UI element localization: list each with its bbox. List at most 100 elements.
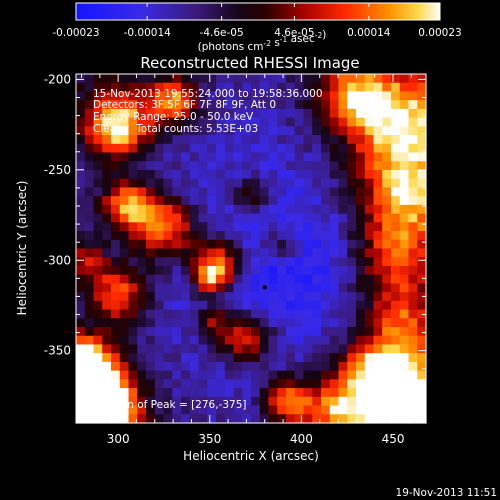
colorbar-tick-label: 0.00023 <box>418 27 461 39</box>
heatmap-cell <box>84 178 95 189</box>
heatmap-cell <box>128 396 138 407</box>
heatmap-cell <box>373 169 383 180</box>
heatmap-cell <box>312 309 322 319</box>
heatmap-cell <box>399 414 410 424</box>
heatmap-cell <box>408 248 418 258</box>
heatmap-cell <box>329 353 340 363</box>
heatmap-cell <box>382 396 392 407</box>
heatmap-cell <box>216 222 226 232</box>
heatmap-cell <box>259 300 270 311</box>
heatmap-cell <box>207 135 217 145</box>
heatmap-cell <box>338 405 348 415</box>
heatmap-cell <box>84 265 95 276</box>
heatmap-cell <box>128 257 138 267</box>
heatmap-cell <box>242 169 252 180</box>
heatmap-cell <box>111 335 121 346</box>
heatmap-cell <box>242 108 252 119</box>
heatmap-cell <box>102 196 112 206</box>
heatmap-cell <box>233 204 243 215</box>
heatmap-cell <box>233 143 243 154</box>
heatmap-cell <box>399 108 410 119</box>
heatmap-cell <box>207 74 217 84</box>
heatmap-cell <box>338 388 348 398</box>
heatmap-cell <box>163 74 173 84</box>
heatmap-cell <box>251 300 261 311</box>
heatmap-cell <box>356 396 366 407</box>
heatmap-cell <box>399 379 410 389</box>
heatmap-cell <box>128 126 138 136</box>
heatmap-cell <box>259 161 270 171</box>
heatmap-cell <box>172 117 182 127</box>
heatmap-cell <box>364 265 375 276</box>
heatmap-cell <box>163 213 173 223</box>
heatmap-cell <box>172 274 182 284</box>
heatmap-cell <box>356 91 366 101</box>
heatmap-cell <box>216 344 226 354</box>
heatmap-cell <box>391 274 401 284</box>
heatmap-cell <box>294 318 305 328</box>
heatmap-cell <box>286 300 296 311</box>
heatmap-cell <box>286 187 296 197</box>
heatmap-cell <box>417 231 427 241</box>
heatmap-cell <box>172 187 182 197</box>
heatmap-cell <box>364 161 375 171</box>
heatmap-cell <box>119 300 130 311</box>
heatmap-cell <box>382 300 392 311</box>
heatmap-cell <box>242 135 252 145</box>
heatmap-cell <box>321 187 331 197</box>
heatmap-cell <box>329 213 340 223</box>
heatmap-cell <box>119 213 130 223</box>
heatmap-cell <box>146 143 156 154</box>
heatmap-cell <box>399 82 410 93</box>
heatmap-cell <box>128 108 138 119</box>
heatmap-cell <box>312 344 322 354</box>
heatmap-cell <box>111 396 121 407</box>
heatmap-cell <box>408 169 418 180</box>
heatmap-cell <box>207 117 217 127</box>
heatmap-cell <box>329 396 340 407</box>
heatmap-cell <box>216 292 226 302</box>
heatmap-cell <box>181 248 191 258</box>
heatmap-cell <box>286 143 296 154</box>
heatmap-cell <box>84 361 95 372</box>
heatmap-cell <box>84 196 95 206</box>
heatmap-cell <box>312 283 322 293</box>
heatmap-cell <box>93 117 103 127</box>
heatmap-cell <box>207 265 217 276</box>
heatmap-cell <box>391 300 401 311</box>
heatmap-cell <box>399 283 410 293</box>
heatmap-cell <box>181 108 191 119</box>
heatmap-cell <box>259 213 270 223</box>
heatmap-cell <box>286 117 296 127</box>
heatmap-cell <box>146 213 156 223</box>
heatmap-cell <box>268 248 278 258</box>
heatmap-cell <box>294 117 305 127</box>
heatmap-cell <box>417 353 427 363</box>
heatmap-cell <box>268 222 278 232</box>
heatmap-cell <box>373 292 383 302</box>
heatmap-cell <box>356 178 366 189</box>
heatmap-cell <box>356 361 366 372</box>
heatmap-cell <box>233 161 243 171</box>
heatmap-cell <box>408 213 418 223</box>
heatmap-cell <box>268 405 278 415</box>
heatmap-cell <box>321 213 331 223</box>
colorbar-gradient <box>76 3 440 20</box>
heatmap-cell <box>268 135 278 145</box>
heatmap-cell <box>268 396 278 407</box>
heatmap-cell <box>128 161 138 171</box>
axis-tick-labels: 300 350 400 450-200-250-300-350 <box>44 72 405 446</box>
heatmap-cell <box>391 100 401 110</box>
heatmap-cell <box>303 292 313 302</box>
heatmap-cell <box>391 361 401 372</box>
heatmap-cell <box>76 143 86 154</box>
heatmap-cell <box>391 196 401 206</box>
x-tick-label: 300 <box>107 432 130 446</box>
heatmap-cell <box>303 344 313 354</box>
heatmap-cell <box>303 74 313 84</box>
heatmap-cell <box>251 100 261 110</box>
heatmap-cell <box>76 152 86 162</box>
heatmap-cell <box>76 187 86 197</box>
heatmap-cell <box>417 178 427 189</box>
heatmap-cell <box>399 257 410 267</box>
